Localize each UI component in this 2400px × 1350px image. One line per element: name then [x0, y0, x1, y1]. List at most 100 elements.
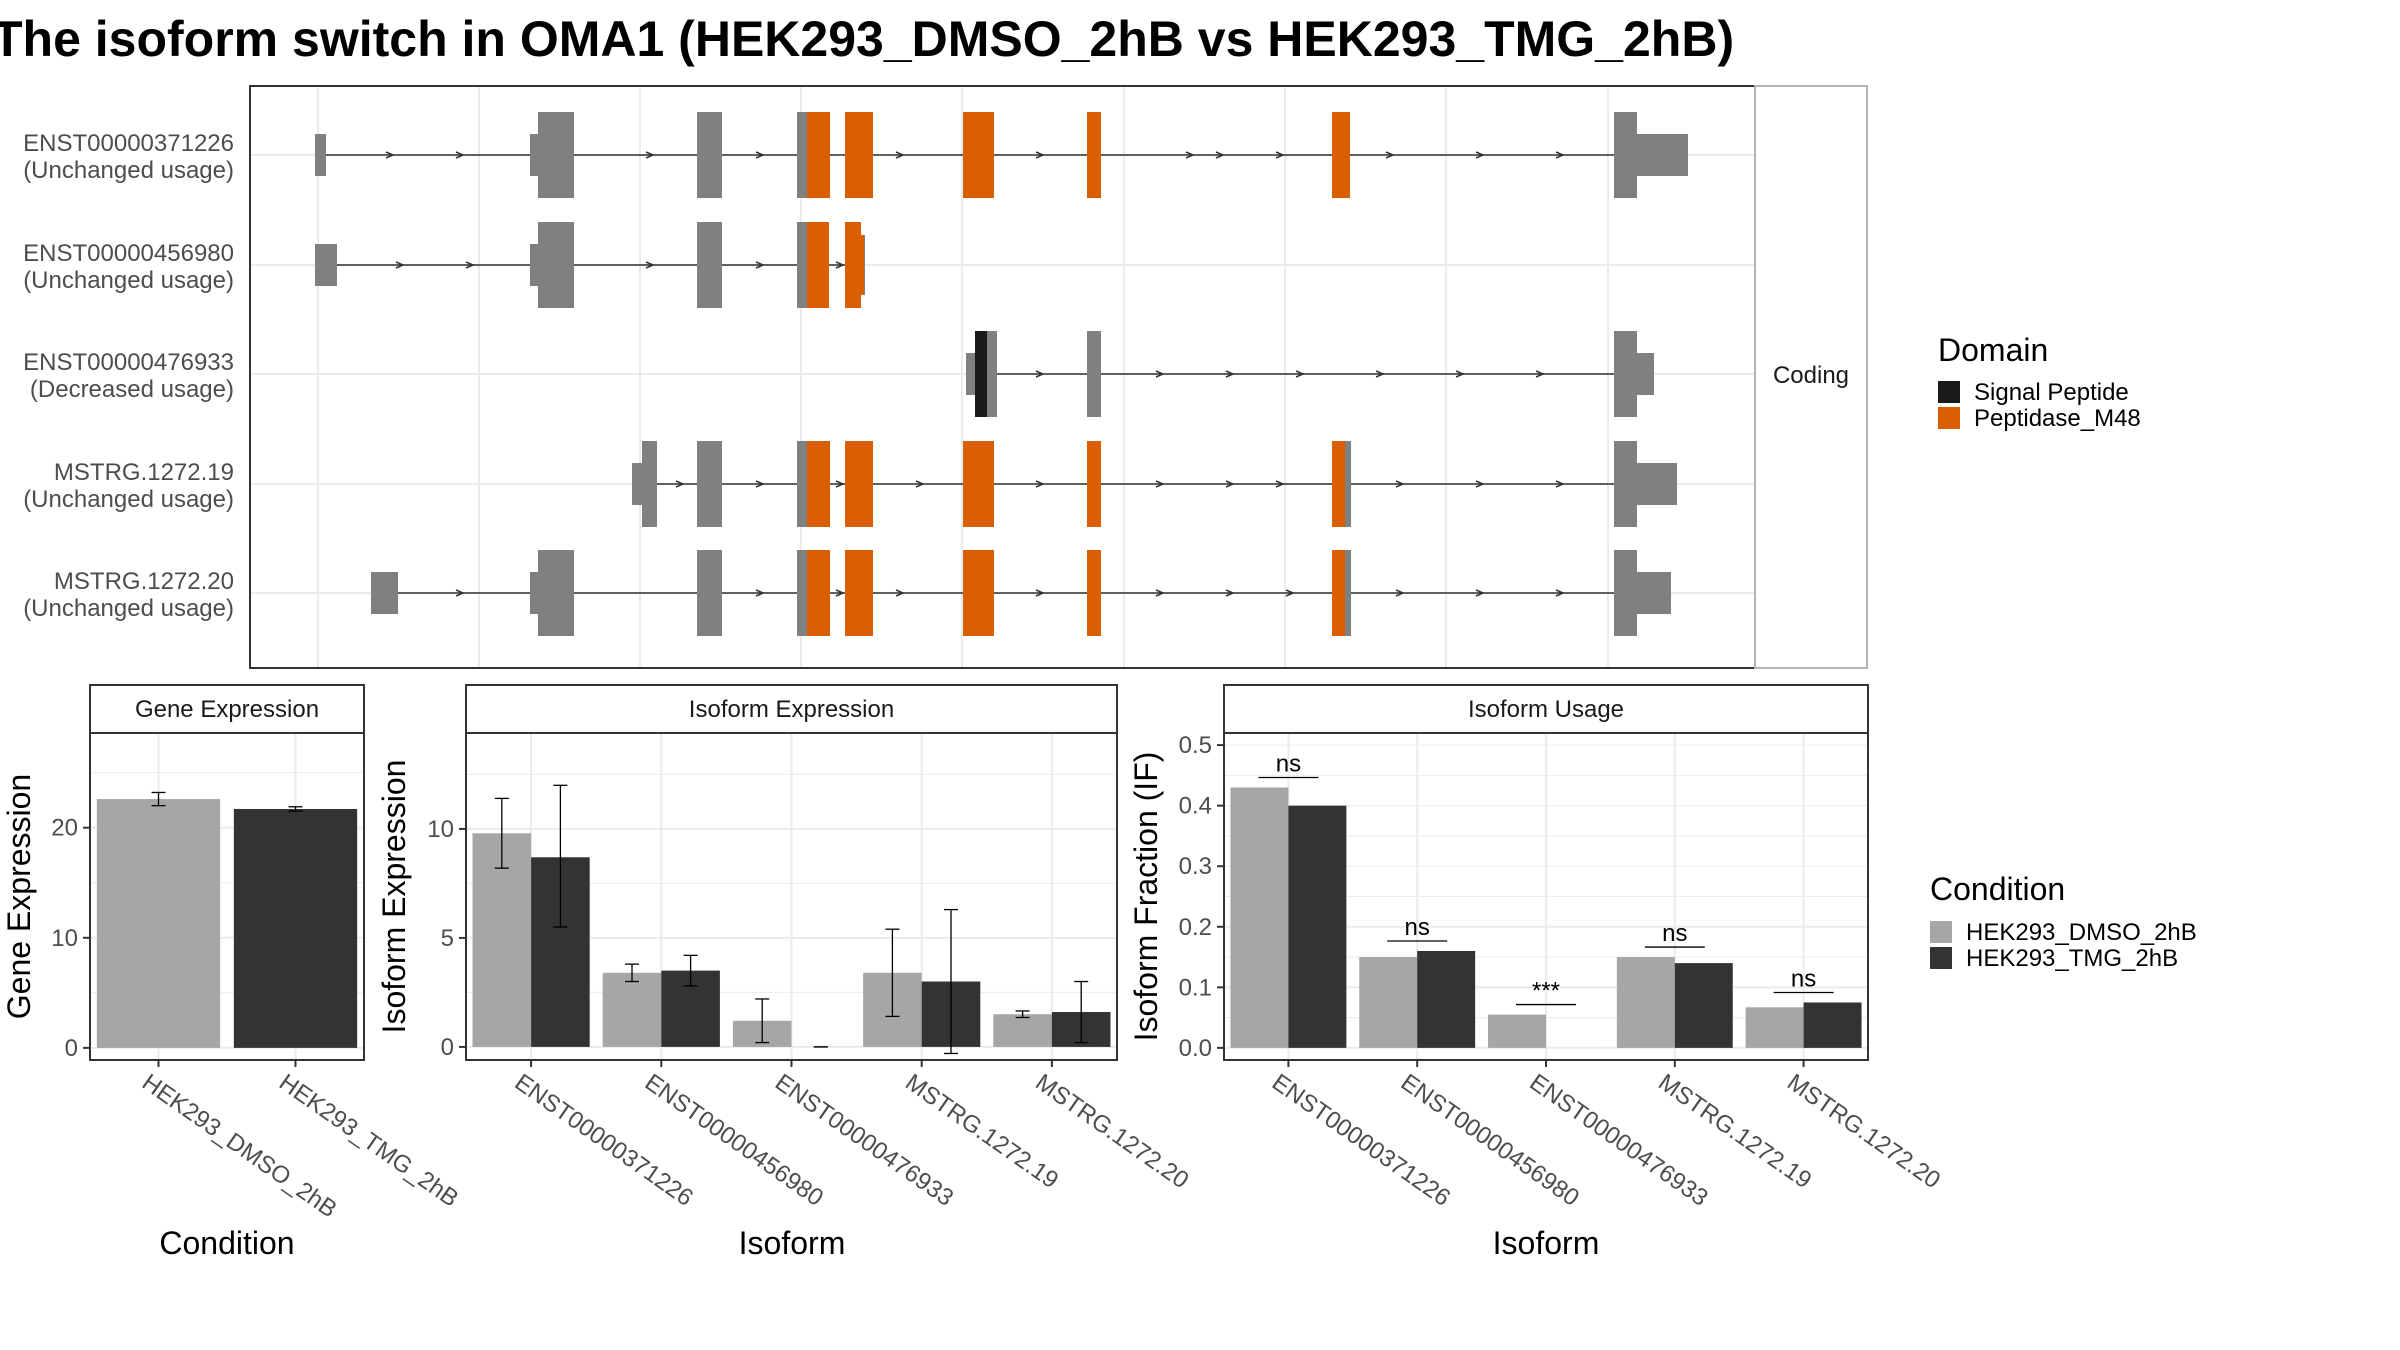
transcript-row — [966, 331, 1654, 417]
significance-label: ns — [1276, 751, 1301, 778]
structure-strip-label: Coding — [1773, 362, 1849, 389]
strand-arrow — [1555, 151, 1565, 159]
x-axis-title: Isoform — [1493, 1225, 1600, 1261]
exon — [987, 331, 997, 417]
y-tick-label: 20 — [51, 815, 78, 842]
strand-arrow — [1215, 151, 1225, 159]
transcript-row — [315, 112, 1688, 198]
structure-strip — [1754, 85, 1868, 669]
strand-arrow — [1475, 480, 1485, 488]
exon — [1614, 331, 1637, 417]
y-tick-label: 0.0 — [1179, 1035, 1212, 1062]
plot-panel-border — [1223, 732, 1869, 1061]
bar — [1674, 963, 1733, 1048]
y-tick-label: 0.2 — [1179, 914, 1212, 941]
strand-arrow — [1185, 151, 1195, 159]
legend-label-tmg: HEK293_TMG_2hB — [1966, 945, 2178, 972]
peptidase-m48-domain — [1332, 112, 1350, 198]
strand-arrow — [1155, 370, 1165, 378]
strand-arrow — [1395, 480, 1405, 488]
legend-label-dmso: HEK293_DMSO_2hB — [1966, 919, 2197, 946]
bar — [96, 799, 221, 1048]
strand-arrow — [1225, 589, 1235, 597]
strand-arrow — [1155, 480, 1165, 488]
exon — [697, 112, 722, 198]
transcript-labels: ENST00000371226(Unchanged usage)ENST0000… — [23, 130, 234, 622]
peptidase-m48-domain — [963, 112, 994, 198]
y-tick-label: 0.5 — [1179, 732, 1212, 759]
transcript-id-label: ENST00000371226 — [23, 130, 234, 157]
peptidase-m48-domain — [807, 222, 829, 308]
facet-strip-label: Isoform Expression — [689, 696, 894, 723]
exon — [1637, 572, 1671, 614]
strand-arrow — [895, 589, 905, 597]
exon — [1614, 441, 1637, 527]
strand-arrow — [835, 261, 845, 269]
exon — [1614, 112, 1637, 198]
peptidase-m48-domain — [963, 550, 994, 636]
significance-label: ns — [1662, 920, 1687, 947]
transcript-structure-panel: Coding ENST00000371226(Unchanged usage)E… — [23, 85, 1868, 669]
strand-arrow — [1555, 480, 1565, 488]
transcript-usage-label: (Unchanged usage) — [23, 267, 234, 294]
exon — [538, 222, 574, 308]
exon — [797, 550, 807, 636]
bar — [1417, 951, 1476, 1048]
y-tick-label: 10 — [51, 925, 78, 952]
condition-legend: Condition HEK293_DMSO_2hB HEK293_TMG_2hB — [1930, 871, 2197, 972]
exon — [538, 112, 574, 198]
strand-arrow — [645, 151, 655, 159]
exon — [530, 244, 538, 286]
bar — [1616, 957, 1675, 1048]
y-tick-label: 10 — [427, 816, 454, 843]
transcript-usage-label: (Unchanged usage) — [23, 157, 234, 184]
strand-arrow — [755, 151, 765, 159]
exon — [966, 353, 975, 395]
peptidase-m48-domain — [807, 550, 830, 636]
strand-arrow — [1275, 151, 1285, 159]
exon — [797, 112, 807, 198]
strand-arrow — [835, 480, 845, 488]
strand-arrow — [1035, 589, 1045, 597]
bar — [602, 972, 662, 1047]
strand-arrow — [675, 480, 685, 488]
exon — [538, 550, 574, 636]
exon — [1637, 463, 1677, 505]
legend-key-signal-peptide — [1938, 381, 1960, 403]
facet-strip — [465, 684, 1118, 734]
facet-strip — [1223, 684, 1869, 734]
strand-arrow — [395, 261, 405, 269]
strand-arrow — [645, 261, 655, 269]
strand-arrow — [915, 480, 925, 488]
peptidase-m48-domain — [845, 550, 873, 636]
strand-arrow — [755, 480, 765, 488]
peptidase-m48-domain — [963, 441, 994, 527]
domain-legend-title: Domain — [1938, 332, 2048, 368]
y-tick-label: 5 — [441, 925, 454, 952]
peptidase-m48-domain — [1087, 112, 1101, 198]
exon — [642, 441, 657, 527]
peptidase-m48-domain — [1087, 550, 1101, 636]
y-axis-title: Isoform Fraction (IF) — [1128, 752, 1164, 1042]
strand-arrow — [1275, 480, 1285, 488]
structure-panel-background — [250, 86, 1755, 668]
strand-arrow — [1475, 151, 1485, 159]
exon — [530, 134, 538, 176]
exon — [632, 463, 642, 505]
transcript-usage-label: (Unchanged usage) — [23, 595, 234, 622]
transcript-row — [315, 222, 865, 308]
strand-arrow — [1385, 151, 1395, 159]
strand-arrow — [1295, 370, 1305, 378]
strand-arrow — [1035, 480, 1045, 488]
bar — [1745, 1007, 1804, 1048]
x-axis-title: Condition — [159, 1225, 294, 1261]
chart-panel: Isoform ExpressionENST00000371226ENST000… — [376, 684, 1193, 1261]
y-tick-label: 0.1 — [1179, 974, 1212, 1001]
strand-arrow — [1535, 370, 1545, 378]
strand-arrow — [1155, 589, 1165, 597]
strand-arrow — [1035, 370, 1045, 378]
bar — [1230, 787, 1289, 1048]
strand-arrow — [1455, 370, 1465, 378]
bar — [472, 833, 532, 1047]
transcript-usage-label: (Unchanged usage) — [23, 486, 234, 513]
